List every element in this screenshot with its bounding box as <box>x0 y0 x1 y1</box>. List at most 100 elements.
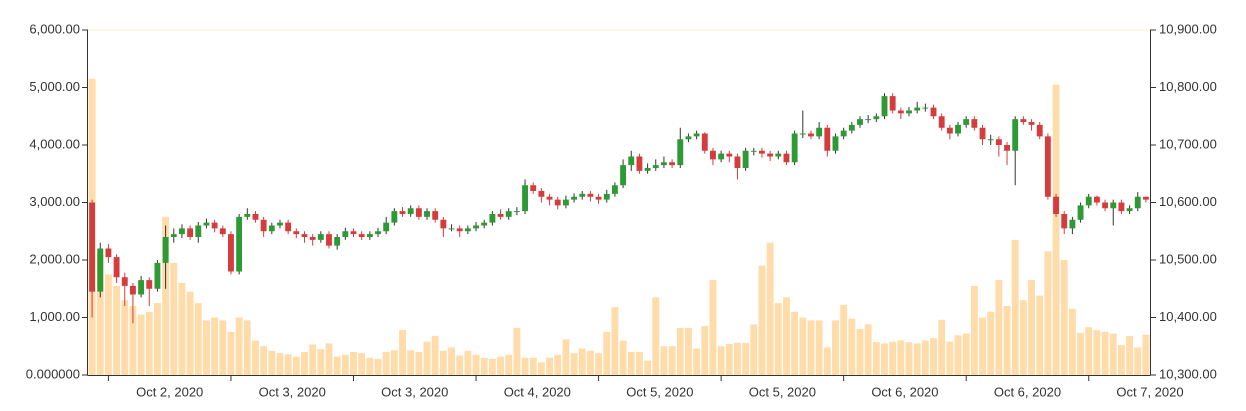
volume-bar <box>709 280 717 375</box>
volume-bar <box>260 346 268 375</box>
volume-bar <box>962 333 970 375</box>
candle-body <box>293 231 300 235</box>
x-tick-label: Oct 3, 2020 <box>259 384 326 399</box>
volume-bar <box>456 355 464 375</box>
candle-body <box>922 107 929 109</box>
y-tick-label: 2,000.00 <box>29 251 80 266</box>
candle-body <box>652 165 659 168</box>
volume-bar <box>685 327 692 375</box>
candle-body <box>865 119 872 121</box>
y2-tick-label: 10,300.00 <box>1159 366 1217 381</box>
candle-body <box>889 96 896 111</box>
volume-bar <box>203 320 210 375</box>
volume-bar <box>644 360 652 375</box>
volume-bar <box>758 265 766 375</box>
candle-body <box>464 228 471 232</box>
candle-body <box>228 234 234 272</box>
candle-body <box>505 211 512 217</box>
candle-body <box>1102 202 1109 209</box>
volume-bar <box>162 216 170 375</box>
volume-bar <box>872 342 880 375</box>
candle-body <box>309 237 316 240</box>
candle-body <box>301 234 308 237</box>
volume-bar <box>676 327 684 375</box>
candle-body <box>987 139 994 141</box>
y-tick-label: 3,000.00 <box>29 194 80 209</box>
candle-body <box>97 248 104 292</box>
candle-body <box>1004 145 1010 151</box>
volume-bar <box>603 331 611 375</box>
volume-bar <box>325 343 333 375</box>
candle-body <box>620 165 627 186</box>
volume-bar <box>774 303 782 375</box>
candle-body <box>89 202 96 292</box>
candle-body <box>832 136 839 151</box>
volume-bar <box>301 352 308 375</box>
volume-bar <box>668 346 676 375</box>
volume-bar <box>848 318 856 375</box>
candle-body <box>497 214 504 217</box>
candle-body <box>963 119 970 125</box>
candle-body <box>677 139 684 166</box>
volume-bar <box>227 331 235 375</box>
volume-bar <box>799 317 807 375</box>
volume-bar <box>464 350 472 375</box>
candle-body <box>366 234 373 237</box>
volume-bar <box>194 303 202 375</box>
candle-body <box>995 139 1002 145</box>
candle-body <box>473 225 479 229</box>
x-tick-label: Oct 7, 2020 <box>1116 384 1183 399</box>
volume-bar <box>717 346 725 375</box>
candle-body <box>603 193 610 200</box>
candle-body <box>660 162 667 166</box>
volume-bar <box>979 317 986 375</box>
volume-bar <box>570 353 578 375</box>
candle-body <box>268 225 275 232</box>
volume-bar <box>219 320 227 375</box>
candle-body <box>693 133 700 137</box>
candle-body <box>538 191 545 197</box>
volume-bar <box>546 357 553 375</box>
volume-bar <box>905 342 913 375</box>
volume-bar <box>595 353 603 375</box>
volume-bar <box>529 357 537 375</box>
candle-body <box>162 237 169 263</box>
volume-bar <box>1060 260 1068 375</box>
volume-bar <box>693 348 701 375</box>
volume-bar <box>889 341 897 375</box>
candle-body <box>701 133 708 151</box>
candle-body <box>219 228 226 235</box>
volume-bar <box>1028 280 1035 375</box>
volume-bar <box>211 317 219 375</box>
candle-body <box>1126 208 1133 212</box>
candle-body <box>154 262 161 289</box>
y-tick-label: 0.000000 <box>26 366 80 381</box>
candle-body <box>734 156 741 168</box>
volume-bar <box>766 242 774 375</box>
volume-bar <box>537 362 545 375</box>
candle-body <box>424 211 430 217</box>
x-tick-label: Oct 6, 2020 <box>871 384 938 399</box>
candle-body <box>407 208 414 214</box>
y2-tick-label: 10,900.00 <box>1159 21 1217 36</box>
candle-body <box>456 228 463 232</box>
volume-bar <box>987 311 995 375</box>
candle-body <box>1118 202 1125 212</box>
candle-body <box>432 211 439 220</box>
candle-body <box>710 150 716 160</box>
y2-tick-label: 10,700.00 <box>1159 136 1217 151</box>
candle-body <box>317 234 324 240</box>
volume-bar <box>243 320 251 375</box>
volume-bar <box>235 317 243 375</box>
candle-body <box>1036 124 1043 137</box>
candle-body <box>669 162 676 166</box>
volume-bar <box>439 350 447 375</box>
volume-bar <box>1052 84 1060 375</box>
volume-bar <box>938 319 946 375</box>
x-tick-label: Oct 5, 2020 <box>626 384 693 399</box>
candle-body <box>285 222 292 232</box>
volume-bar <box>96 254 104 375</box>
volume-bar <box>1019 300 1027 375</box>
x-tick-label: Oct 4, 2020 <box>504 384 571 399</box>
candle-body <box>195 225 202 237</box>
